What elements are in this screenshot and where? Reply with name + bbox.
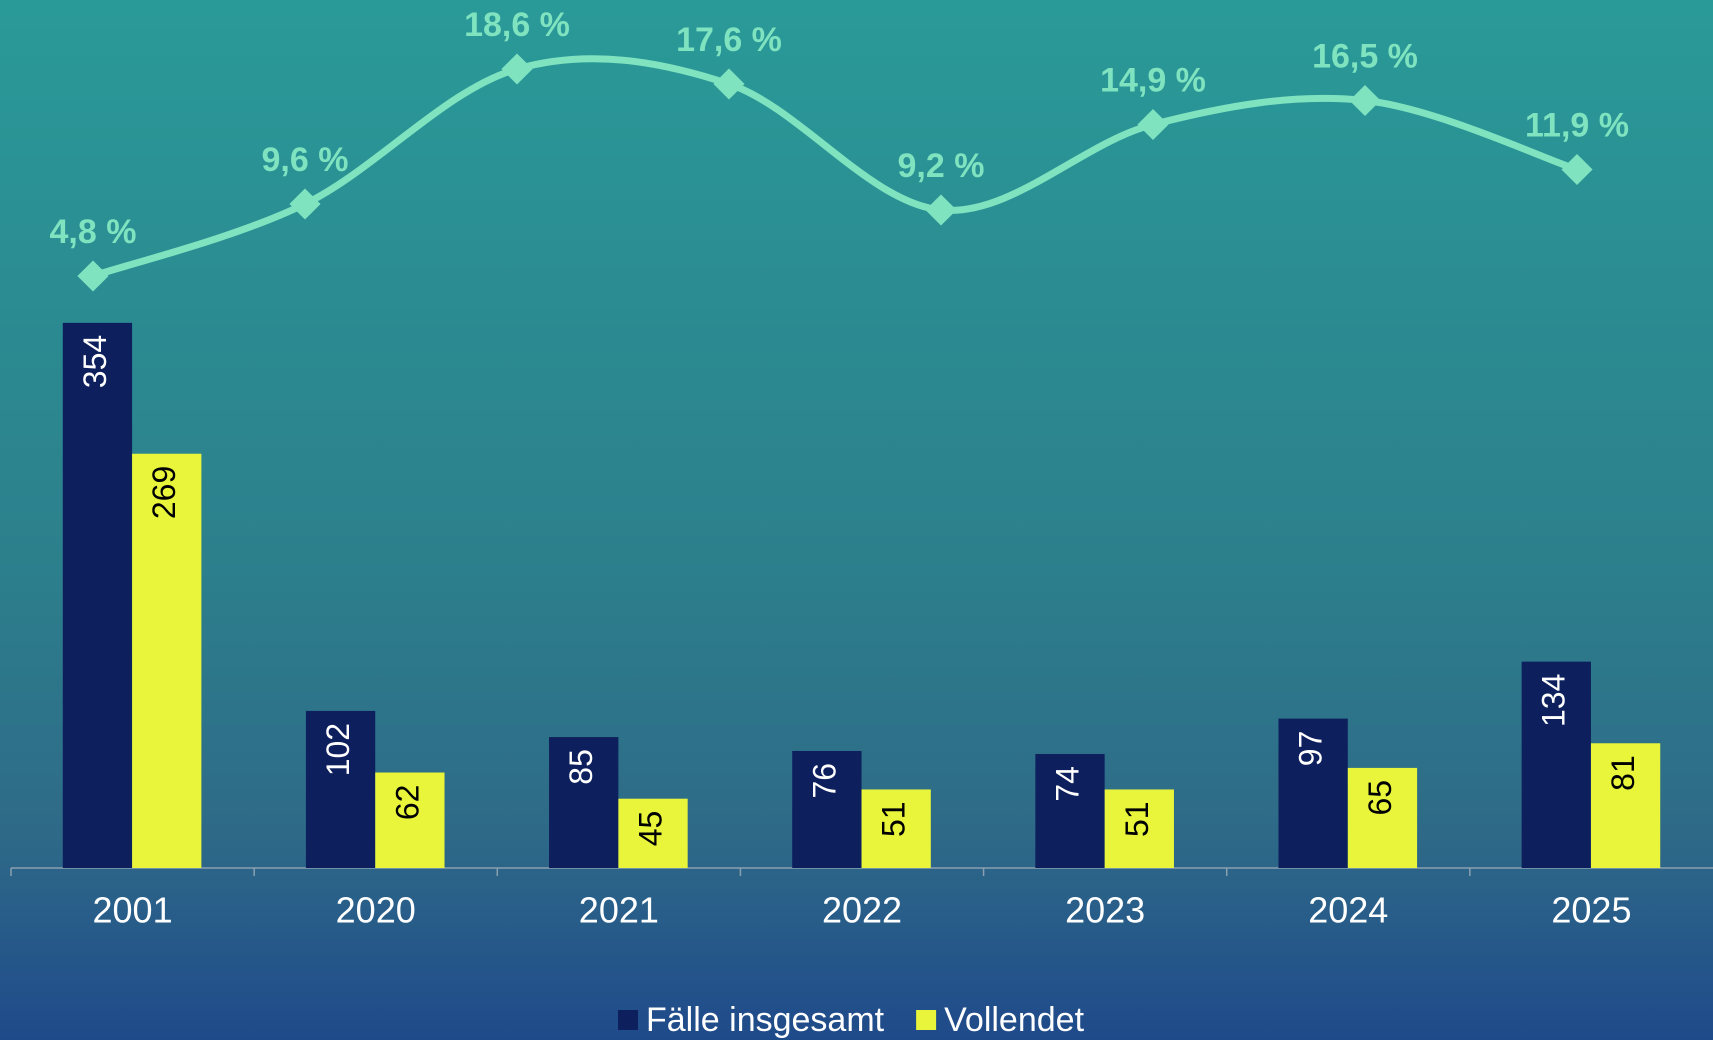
bar-value-label: 85 — [563, 749, 599, 785]
legend-label: Fälle insgesamt — [646, 1001, 885, 1039]
bar-value-label: 45 — [632, 811, 668, 847]
bar-value-label: 81 — [1605, 755, 1641, 791]
bar-value-label: 102 — [320, 723, 356, 776]
bar — [63, 323, 132, 868]
bar-value-label: 74 — [1049, 766, 1085, 802]
line-value-label: 17,6 % — [676, 21, 782, 59]
bar-value-label: 65 — [1362, 780, 1398, 816]
bar-value-label: 76 — [806, 763, 842, 799]
x-tick-label: 2022 — [822, 890, 902, 931]
bar-value-label: 134 — [1536, 674, 1572, 727]
bar-value-label: 269 — [146, 466, 182, 519]
bar-value-label: 354 — [77, 335, 113, 388]
legend-label: Vollendet — [944, 1001, 1084, 1039]
line-value-label: 9,2 % — [898, 147, 985, 185]
line-value-label: 18,6 % — [464, 6, 570, 44]
x-tick-label: 2001 — [93, 890, 173, 931]
x-tick-label: 2021 — [579, 890, 659, 931]
bar-value-label: 62 — [389, 785, 425, 821]
background — [0, 0, 1713, 1040]
legend-swatch — [618, 1010, 638, 1030]
line-value-label: 9,6 % — [262, 141, 349, 179]
line-value-label: 16,5 % — [1312, 37, 1418, 75]
bar-value-label: 51 — [1119, 801, 1155, 837]
bar-value-label: 51 — [876, 801, 912, 837]
line-value-label: 14,9 % — [1100, 61, 1206, 99]
x-tick-label: 2024 — [1308, 890, 1388, 931]
x-tick-label: 2020 — [336, 890, 416, 931]
bar-value-label: 97 — [1293, 731, 1329, 767]
x-tick-label: 2025 — [1551, 890, 1631, 931]
legend-swatch — [916, 1010, 936, 1030]
x-tick-label: 2023 — [1065, 890, 1145, 931]
chart: 2001 354 269 2020 102 62 2021 85 45 2022 76 51 2023 7… — [0, 0, 1713, 1040]
line-value-label: 4,8 % — [50, 213, 137, 251]
line-value-label: 11,9 % — [1525, 106, 1629, 144]
